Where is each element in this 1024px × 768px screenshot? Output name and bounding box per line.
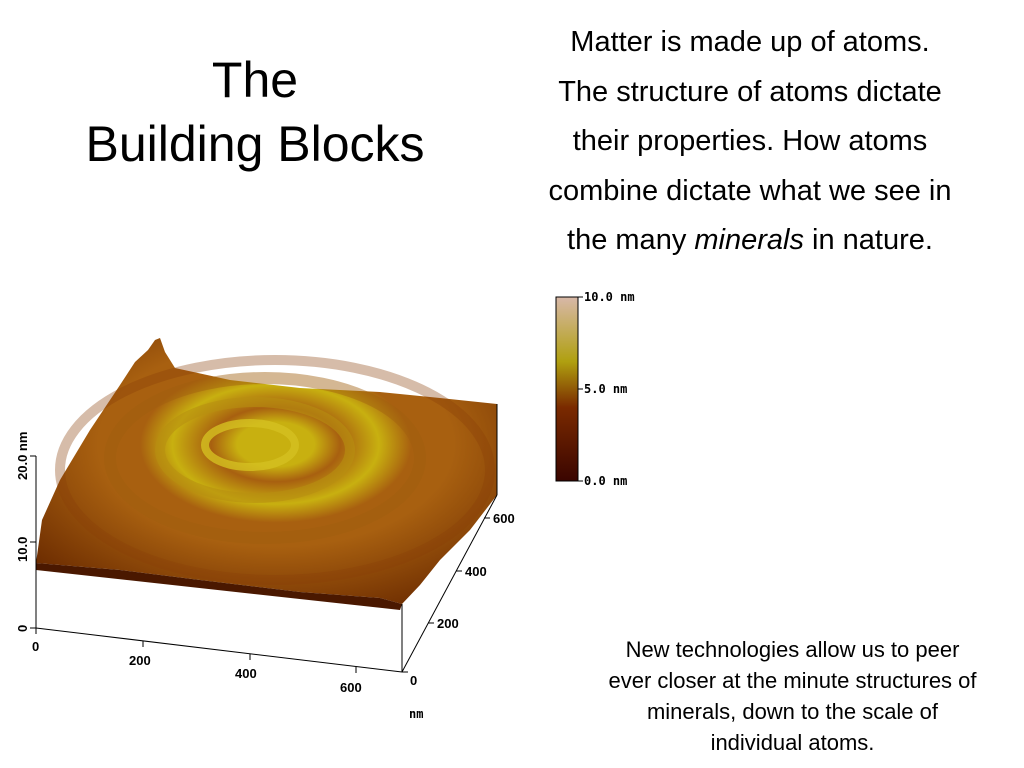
- note-line: minerals, down to the scale of: [646, 699, 939, 724]
- intro-after-emphasis: in nature.: [803, 224, 933, 256]
- y-axis-tick: 600: [493, 511, 515, 526]
- x-axis-tick: 400: [235, 666, 257, 681]
- colorbar-label-mid: 5.0 nm: [584, 382, 627, 396]
- intro-before-emphasis: the many: [567, 224, 695, 256]
- y-axis-tick: 400: [465, 564, 487, 579]
- note-line: ever closer at the minute structures of: [608, 668, 977, 693]
- intro-emphasis: minerals: [694, 224, 804, 256]
- surface-front-edge: [36, 563, 402, 610]
- colorbar: [555, 296, 579, 482]
- intro-line: their properties. How atoms: [572, 125, 928, 157]
- intro-line: The structure of atoms dictate: [558, 75, 942, 108]
- x-axis-tick: 600: [340, 680, 362, 695]
- z-axis-label: 20.0 nm: [15, 432, 30, 480]
- slide-title-line-2: Building Blocks: [85, 116, 425, 172]
- note-line: New technologies allow us to peer: [625, 637, 960, 662]
- y-axis-tick: 200: [437, 616, 459, 631]
- x-axis-tick: 200: [129, 653, 151, 668]
- intro-text: Matter is made up of atoms. The structur…: [500, 18, 1000, 266]
- x-axis-tick: 0: [32, 639, 39, 654]
- axis-ticks: [30, 455, 490, 673]
- technology-note: New technologies allow us to peer ever c…: [570, 634, 1015, 758]
- y-axis-unit: nm: [409, 707, 423, 721]
- y-axis-tick: 0: [410, 673, 417, 688]
- z-axis-tick: 0: [15, 625, 30, 632]
- slide-title-line-1: The: [211, 52, 299, 108]
- z-axis-tick: 10.0: [15, 537, 30, 562]
- terrace-rings: [55, 355, 495, 585]
- colorbar-label-min: 0.0 nm: [584, 474, 627, 488]
- note-line: individual atoms.: [710, 730, 875, 755]
- axes-box: [35, 404, 498, 673]
- intro-line: combine dictate what we see in: [548, 174, 952, 207]
- colorbar-label-max: 10.0 nm: [584, 290, 635, 304]
- slide-title: The Building Blocks: [40, 48, 470, 176]
- intro-line-last: the many minerals in nature.: [500, 216, 1000, 266]
- surface-top: [36, 338, 497, 604]
- intro-line: Matter is made up of atoms.: [570, 26, 930, 58]
